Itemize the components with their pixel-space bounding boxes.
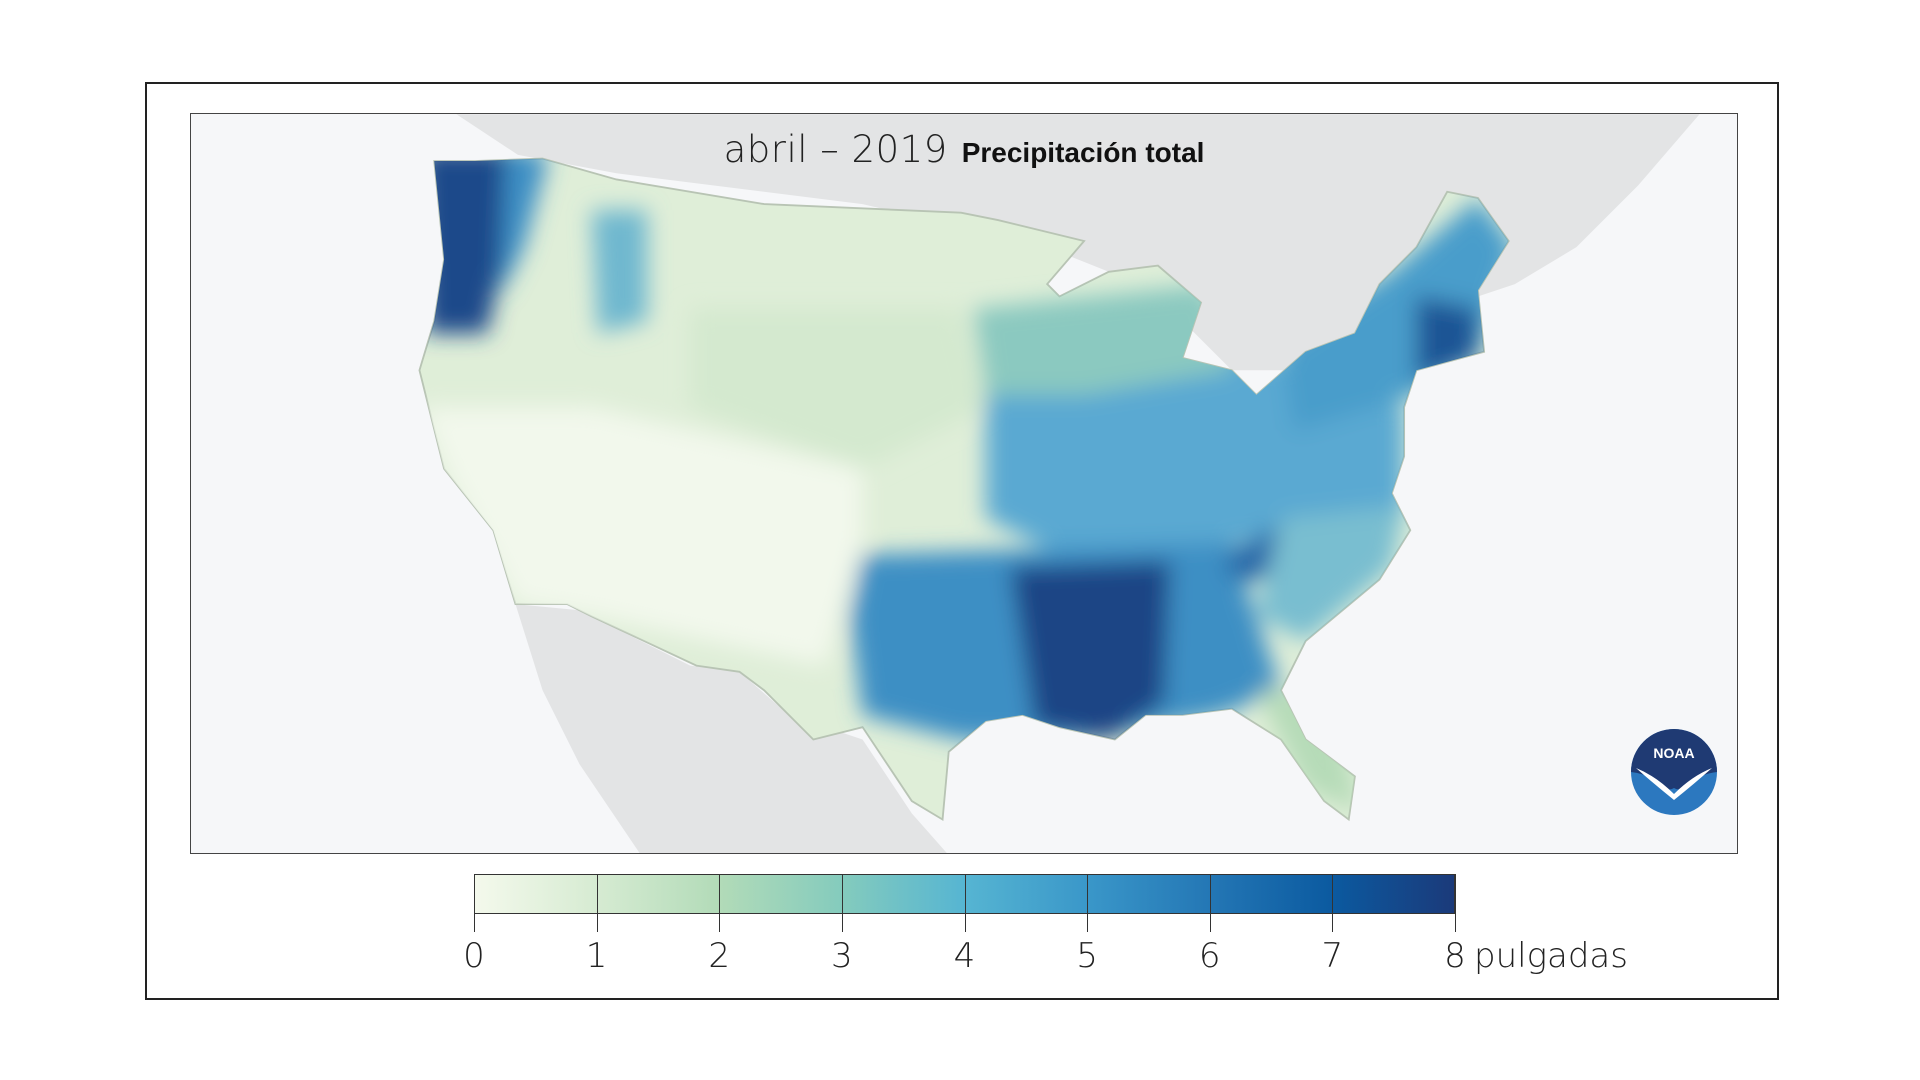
colorbar-tick-mark	[596, 874, 598, 932]
region-midwest	[973, 284, 1232, 395]
region-plains	[690, 308, 986, 469]
title-period: abril – 2019	[723, 128, 948, 171]
colorbar-tick-mark	[964, 874, 966, 932]
colorbar-tick-label: 4	[953, 936, 976, 976]
colorbar-tick-mark	[1455, 874, 1456, 932]
colorbar-tick-label: 8	[1444, 936, 1466, 976]
colorbar-tick-label: 5	[1076, 936, 1098, 976]
region-florida	[1256, 690, 1362, 814]
region-pacific-nw-wet	[419, 158, 518, 334]
map-title: abril – 2019 Precipitación total	[191, 128, 1737, 171]
colorbar-tick-mark	[841, 874, 843, 932]
colorbar-tick-label: 6	[1198, 936, 1221, 976]
region-northeast	[1281, 197, 1509, 432]
colorbar-tick-label: 3	[831, 936, 853, 976]
colorbar-unit: pulgadas	[1474, 936, 1628, 976]
title-variable: Precipitación total	[961, 137, 1205, 168]
colorbar-tick-label: 7	[1321, 936, 1344, 976]
figure-frame	[145, 82, 1779, 1000]
noaa-logo-text: NOAA	[1653, 745, 1694, 761]
colorbar-tick-mark	[1332, 874, 1334, 932]
region-southwest-dry	[419, 407, 863, 666]
colorbar-tick-mark	[1209, 874, 1211, 932]
precipitation-map: abril – 2019 Precipitación total	[190, 113, 1738, 854]
region-cascades	[499, 158, 549, 297]
colorbar-tick-label: 1	[585, 936, 608, 976]
colorbar-tick-mark	[474, 874, 475, 932]
colorbar-tick-label: 0	[463, 936, 485, 976]
region-delta-wettest	[1010, 561, 1171, 740]
region-carolinas	[1256, 505, 1405, 642]
map-svg	[418, 114, 1700, 853]
region-new-england-wet	[1416, 296, 1478, 383]
colorbar-tick-mark	[719, 874, 721, 932]
region-idaho	[591, 210, 648, 334]
noaa-logo: NOAA	[1631, 729, 1717, 815]
mexico-landmass	[515, 604, 947, 853]
colorbar-tick-mark	[1087, 874, 1089, 932]
colorbar-tick-label: 2	[708, 936, 731, 976]
